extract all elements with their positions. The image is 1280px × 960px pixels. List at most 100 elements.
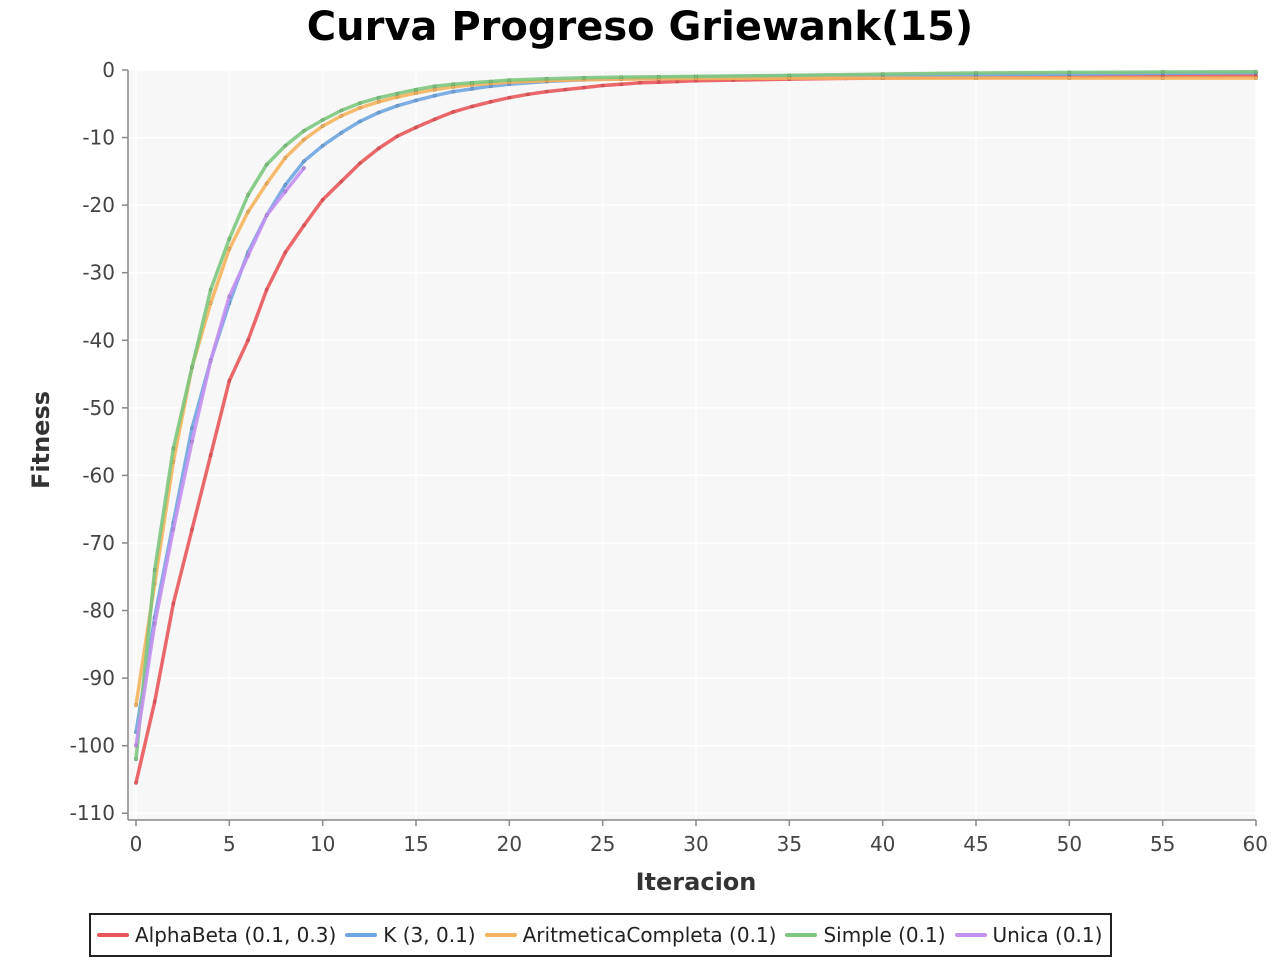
legend-swatch [785,933,818,937]
legend-swatch [954,933,987,937]
y-tick-label: -50 [82,396,115,420]
data-point [264,162,269,167]
data-point [227,378,232,383]
data-point [358,105,362,110]
data-point [283,155,288,160]
data-point [432,93,437,98]
y-tick-label: -70 [82,531,115,555]
data-point [395,91,400,96]
data-point [339,130,344,135]
data-point [283,143,288,148]
data-point [302,159,306,164]
data-point [171,446,176,451]
series-line [134,76,1258,707]
legend-label: AritmeticaCompleta (0.1) [522,923,777,947]
y-tick-label: -60 [82,463,115,487]
data-point [507,95,512,100]
legend-item: Unica (0.1) [954,923,1103,947]
data-point [339,108,344,113]
data-point [488,79,493,84]
data-point [563,87,568,92]
data-point [152,568,157,572]
data-point [358,119,362,124]
y-tick-label: -110 [70,801,115,825]
legend-swatch [345,933,378,937]
legend-item: K (3, 0.1) [345,923,476,947]
legend-item: Simple (0.1) [785,923,946,947]
data-point [694,74,698,79]
data-point [675,79,680,84]
y-axis-title: Fitness [27,391,55,489]
data-point [320,118,325,122]
data-point [395,95,400,99]
data-point [208,287,213,292]
data-point [544,89,549,94]
data-point [302,137,306,142]
data-point [152,699,157,704]
data-point [320,124,325,128]
data-point [190,527,194,532]
data-point [320,197,325,202]
data-point [227,247,232,251]
data-point [339,179,344,184]
data-point [283,182,288,187]
x-tick-label: 10 [310,832,335,856]
legend-label: Unica (0.1) [992,923,1103,947]
data-point [414,125,418,130]
data-point [414,87,418,92]
data-point [880,72,885,76]
data-point [302,128,306,133]
data-point [395,134,400,139]
data-point [582,85,586,90]
legend-item: AlphaBeta (0.1, 0.3) [97,923,336,947]
data-point [246,193,250,197]
y-axis-ticks: 0 -10 -20 -30 -40 -50 -60 -70 -80 -90 -100 -110 [70,58,128,825]
data-point [302,223,306,228]
data-point [1254,69,1258,74]
data-point [264,287,269,292]
data-point [190,365,194,370]
x-axis-title: Iteracion [636,868,757,896]
data-point [1067,76,1072,81]
data-point [376,146,381,151]
legend-label: Simple (0.1) [823,923,946,947]
legend-swatch [484,933,517,937]
y-tick-label: -10 [82,126,115,150]
legend-label: K (3, 0.1) [383,923,476,947]
series-group [134,69,1258,785]
data-point [376,95,381,100]
data-point [339,114,344,118]
data-point [414,91,418,95]
x-tick-label: 5 [223,832,236,856]
data-point [619,75,624,79]
legend-label: AlphaBeta (0.1, 0.3) [135,923,337,947]
data-point [264,181,269,186]
y-tick-label: -100 [70,734,115,758]
x-tick-label: 50 [1057,832,1082,856]
data-point [134,780,138,785]
data-point [376,99,381,104]
x-tick-label: 30 [683,832,708,856]
legend-item: AritmeticaCompleta (0.1) [484,923,777,947]
data-point [283,250,288,255]
data-point [432,84,437,89]
data-point [451,89,456,94]
line-chart: 0 -10 -20 -30 -40 -50 -60 -70 -80 -90 -100 -110 0 5 1… [27,58,1268,896]
data-point [246,338,250,343]
x-axis-ticks: 0 5 10 15 20 25 30 35 40 45 50 55 60 [130,820,1268,856]
x-tick-label: 45 [963,832,988,856]
x-tick-label: 15 [403,832,428,856]
data-point [432,87,437,92]
data-point [1254,76,1258,81]
data-point [208,358,213,363]
data-point [320,143,325,148]
data-point [171,601,176,606]
data-point [470,104,474,109]
data-point [171,527,176,532]
data-point [395,103,400,108]
y-tick-label: -40 [82,328,115,352]
data-point [880,76,885,81]
x-tick-label: 55 [1150,832,1175,856]
data-point [358,161,362,166]
data-point [656,80,661,85]
